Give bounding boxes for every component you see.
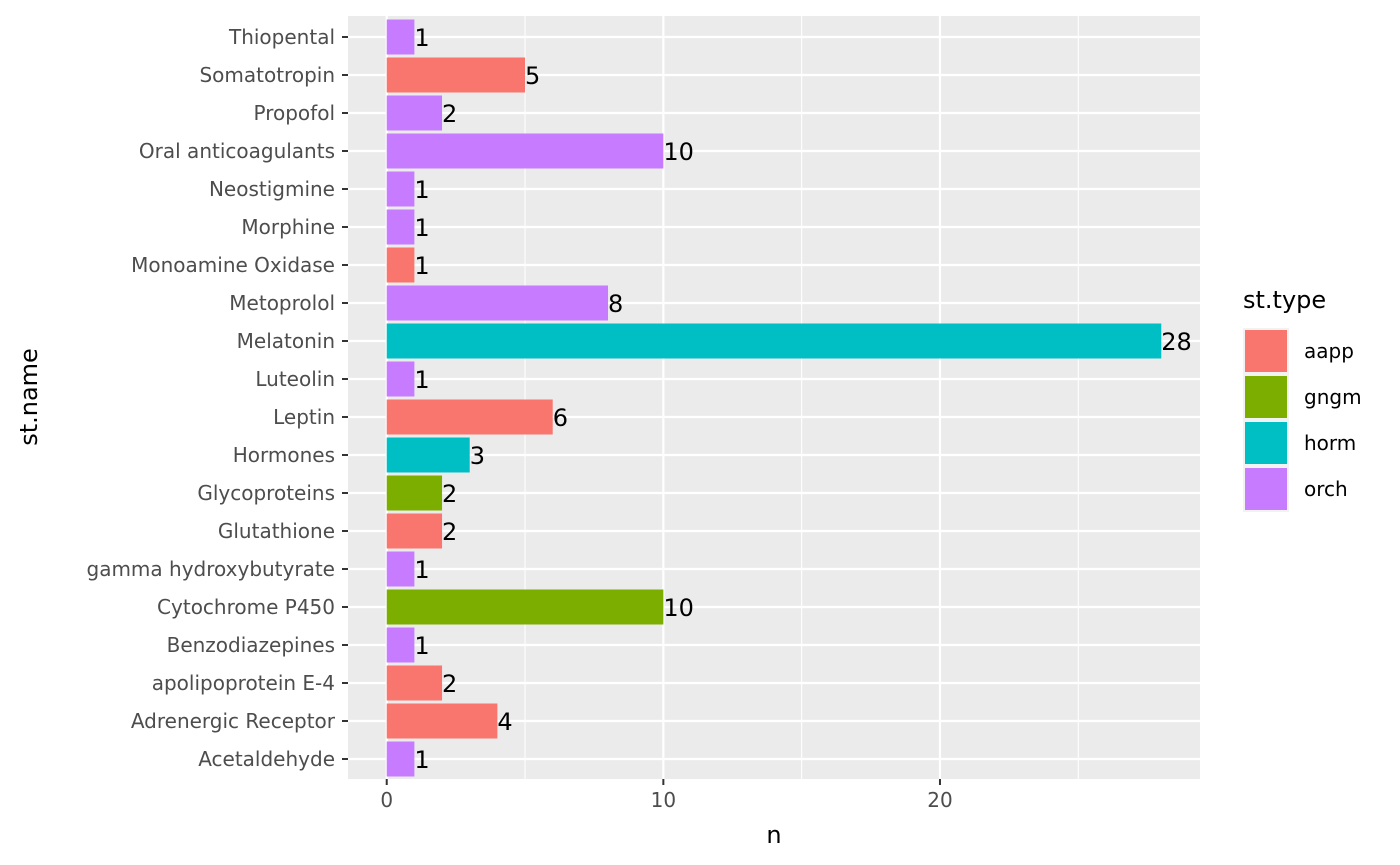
bar bbox=[386, 171, 415, 207]
bar bbox=[386, 513, 443, 549]
bar bbox=[386, 19, 415, 55]
y-axis: Thiopental Somatotropin Propofol Oral antic… bbox=[87, 25, 348, 771]
y-tick-label: gamma hydroxybutyrate bbox=[87, 557, 336, 581]
bar bbox=[386, 361, 415, 397]
data-label: 28 bbox=[1161, 328, 1192, 356]
data-label: 1 bbox=[414, 24, 429, 52]
y-tick-label: Glutathione bbox=[218, 519, 335, 543]
data-label: 2 bbox=[442, 100, 457, 128]
bar bbox=[386, 399, 553, 435]
legend-swatch bbox=[1245, 468, 1287, 510]
x-tick-label: 10 bbox=[651, 788, 676, 812]
data-label: 4 bbox=[497, 708, 512, 736]
legend-swatch bbox=[1245, 330, 1287, 372]
legend-title: st.type bbox=[1243, 286, 1326, 314]
x-tick-label: 20 bbox=[927, 788, 952, 812]
y-tick-label: Leptin bbox=[273, 405, 335, 429]
data-label: 2 bbox=[442, 670, 457, 698]
bar bbox=[386, 475, 443, 511]
data-label: 1 bbox=[414, 176, 429, 204]
bar bbox=[386, 437, 470, 473]
bar bbox=[386, 247, 415, 283]
data-label: 1 bbox=[414, 746, 429, 774]
data-label: 10 bbox=[663, 138, 694, 166]
data-label: 1 bbox=[414, 214, 429, 242]
y-tick-label: Thiopental bbox=[228, 25, 335, 49]
y-tick-label: Metoprolol bbox=[229, 291, 335, 315]
y-tick-label: Oral anticoagulants bbox=[139, 139, 335, 163]
bar bbox=[386, 551, 415, 587]
bars bbox=[386, 19, 1162, 777]
bar bbox=[386, 285, 609, 321]
y-tick-label: Somatotropin bbox=[199, 63, 335, 87]
data-label: 2 bbox=[442, 518, 457, 546]
y-axis-title: st.name bbox=[15, 348, 43, 446]
y-tick-label: apolipoprotein E-4 bbox=[152, 671, 335, 695]
bar bbox=[386, 57, 526, 93]
legend-label: gngm bbox=[1304, 385, 1362, 409]
major-gridlines bbox=[348, 16, 1200, 779]
legend-label: horm bbox=[1304, 431, 1356, 455]
bar bbox=[386, 665, 443, 701]
y-tick-label: Monoamine Oxidase bbox=[131, 253, 335, 277]
data-label: 10 bbox=[663, 594, 694, 622]
data-label: 6 bbox=[553, 404, 568, 432]
data-label: 8 bbox=[608, 290, 623, 318]
bar bbox=[386, 323, 1162, 359]
y-tick-label: Luteolin bbox=[255, 367, 335, 391]
data-label: 1 bbox=[414, 556, 429, 584]
bar bbox=[386, 133, 664, 169]
legend-swatch bbox=[1245, 376, 1287, 418]
bar bbox=[386, 589, 664, 625]
bar bbox=[386, 741, 415, 777]
bar bbox=[386, 209, 415, 245]
y-tick-label: Benzodiazepines bbox=[167, 633, 335, 657]
data-label: 3 bbox=[470, 442, 485, 470]
data-label: 2 bbox=[442, 480, 457, 508]
x-axis: 0 10 20 bbox=[380, 779, 953, 812]
data-label: 5 bbox=[525, 62, 540, 90]
y-tick-label: Glycoproteins bbox=[197, 481, 335, 505]
bar bbox=[386, 703, 498, 739]
y-tick-label: Acetaldehyde bbox=[198, 747, 335, 771]
x-axis-title: n bbox=[766, 821, 781, 849]
data-label: 1 bbox=[414, 366, 429, 394]
legend-label: aapp bbox=[1304, 339, 1354, 363]
bar bbox=[386, 95, 443, 131]
panel-background bbox=[348, 16, 1200, 779]
y-tick-label: Neostigmine bbox=[209, 177, 335, 201]
y-tick-label: Melatonin bbox=[237, 329, 335, 353]
y-tick-label: Adrenergic Receptor bbox=[131, 709, 336, 733]
y-tick-label: Morphine bbox=[241, 215, 335, 239]
y-tick-label: Cytochrome P450 bbox=[157, 595, 335, 619]
x-tick-label: 0 bbox=[380, 788, 393, 812]
legend: st.type aapp gngm horm orch bbox=[1243, 286, 1362, 512]
legend-label: orch bbox=[1304, 477, 1348, 501]
bar bbox=[386, 627, 415, 663]
data-label: 1 bbox=[414, 252, 429, 280]
data-label: 1 bbox=[414, 632, 429, 660]
y-tick-label: Propofol bbox=[254, 101, 336, 125]
legend-swatch bbox=[1245, 422, 1287, 464]
y-tick-label: Hormones bbox=[233, 443, 335, 467]
